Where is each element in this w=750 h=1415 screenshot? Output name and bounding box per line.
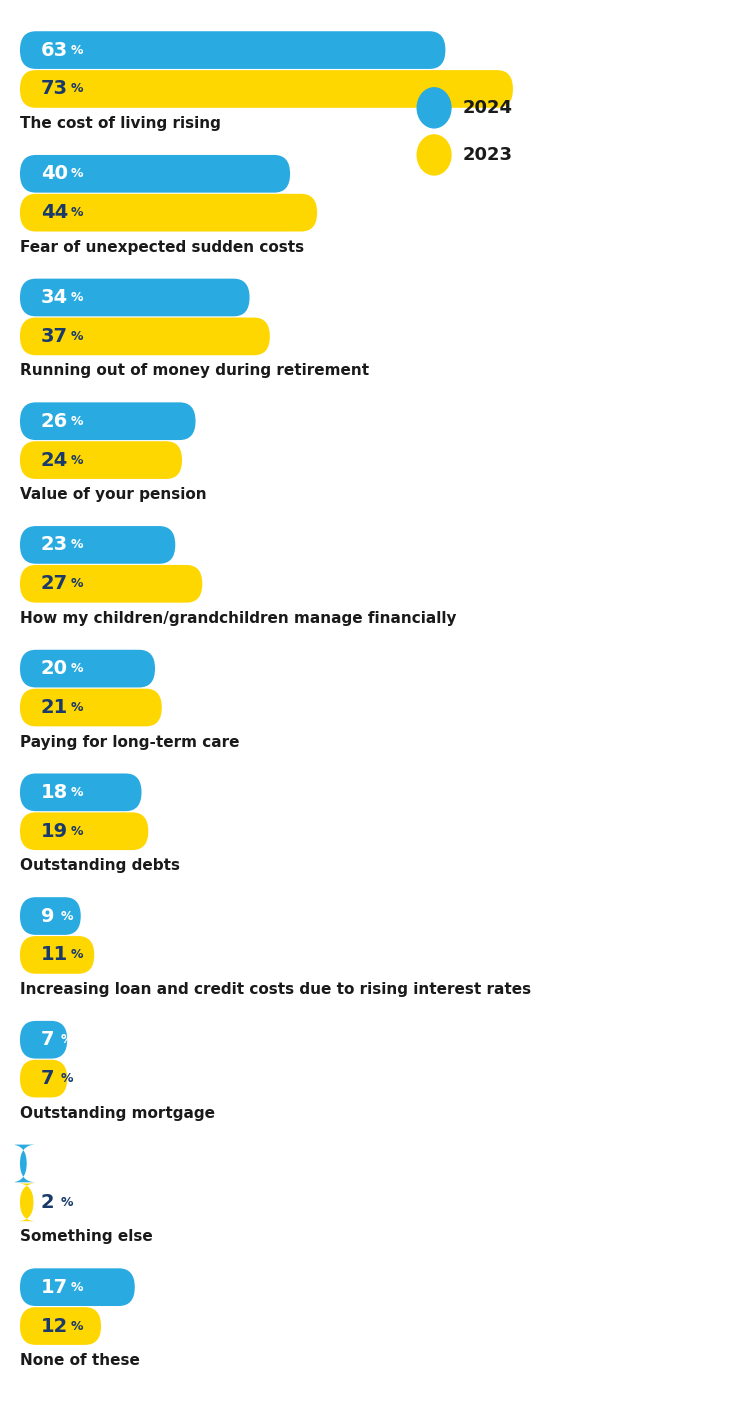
Text: 27: 27 xyxy=(40,574,68,593)
Text: %: % xyxy=(61,1196,74,1208)
Text: Running out of money during retirement: Running out of money during retirement xyxy=(20,364,369,378)
Text: 18: 18 xyxy=(40,782,68,802)
Text: %: % xyxy=(70,207,83,219)
FancyBboxPatch shape xyxy=(20,1307,101,1344)
FancyBboxPatch shape xyxy=(20,71,513,108)
FancyBboxPatch shape xyxy=(20,441,182,478)
Text: 24: 24 xyxy=(40,450,68,470)
FancyBboxPatch shape xyxy=(20,402,196,440)
Text: %: % xyxy=(70,1320,83,1333)
Text: 63: 63 xyxy=(40,41,68,59)
Text: 9: 9 xyxy=(40,907,54,925)
FancyBboxPatch shape xyxy=(20,31,445,69)
FancyBboxPatch shape xyxy=(20,689,162,726)
Text: Outstanding debts: Outstanding debts xyxy=(20,859,180,873)
Text: %: % xyxy=(70,167,83,180)
Text: 7: 7 xyxy=(40,1030,54,1050)
FancyBboxPatch shape xyxy=(20,897,81,935)
Text: 2023: 2023 xyxy=(463,146,513,164)
FancyBboxPatch shape xyxy=(20,937,94,974)
FancyBboxPatch shape xyxy=(17,1183,36,1221)
FancyBboxPatch shape xyxy=(20,774,142,811)
Text: %: % xyxy=(70,1281,83,1293)
Text: Paying for long-term care: Paying for long-term care xyxy=(20,734,239,750)
FancyBboxPatch shape xyxy=(20,526,176,563)
Text: 17: 17 xyxy=(40,1278,68,1296)
Text: 44: 44 xyxy=(40,204,68,222)
Text: 23: 23 xyxy=(40,535,68,555)
Text: 73: 73 xyxy=(40,79,68,99)
Text: %: % xyxy=(70,577,83,590)
FancyBboxPatch shape xyxy=(20,812,148,850)
Text: 26: 26 xyxy=(40,412,68,430)
Text: %: % xyxy=(70,44,83,57)
Text: %: % xyxy=(70,785,83,799)
FancyBboxPatch shape xyxy=(20,1020,68,1058)
Text: %: % xyxy=(70,539,83,552)
Text: 2: 2 xyxy=(40,1193,55,1211)
Circle shape xyxy=(417,88,451,127)
FancyBboxPatch shape xyxy=(10,1145,36,1183)
Text: %: % xyxy=(70,291,83,304)
Text: %: % xyxy=(70,700,83,715)
Text: %: % xyxy=(70,330,83,342)
Text: Something else: Something else xyxy=(20,1230,153,1244)
FancyBboxPatch shape xyxy=(20,1268,135,1306)
Text: None of these: None of these xyxy=(20,1353,140,1368)
FancyBboxPatch shape xyxy=(20,565,203,603)
FancyBboxPatch shape xyxy=(20,194,317,232)
Text: 1: 1 xyxy=(40,1155,55,1173)
Circle shape xyxy=(417,134,451,175)
Text: Fear of unexpected sudden costs: Fear of unexpected sudden costs xyxy=(20,239,304,255)
Text: %: % xyxy=(61,910,74,923)
Text: 12: 12 xyxy=(40,1316,68,1336)
Text: %: % xyxy=(70,948,83,961)
FancyBboxPatch shape xyxy=(20,317,270,355)
Text: %: % xyxy=(70,662,83,675)
FancyBboxPatch shape xyxy=(20,154,290,192)
Text: 2024: 2024 xyxy=(463,99,513,117)
Text: The cost of living rising: The cost of living rising xyxy=(20,116,220,132)
Text: %: % xyxy=(70,454,83,467)
Text: How my children/grandchildren manage financially: How my children/grandchildren manage fin… xyxy=(20,611,457,625)
Text: %: % xyxy=(61,1157,74,1170)
Text: %: % xyxy=(61,1073,74,1085)
Text: 7: 7 xyxy=(40,1070,54,1088)
Text: 11: 11 xyxy=(40,945,68,965)
Text: Outstanding mortgage: Outstanding mortgage xyxy=(20,1105,215,1121)
Text: 34: 34 xyxy=(40,289,68,307)
Text: 21: 21 xyxy=(40,698,68,717)
Text: Increasing loan and credit costs due to rising interest rates: Increasing loan and credit costs due to … xyxy=(20,982,531,998)
Text: %: % xyxy=(70,415,83,427)
Text: 19: 19 xyxy=(40,822,68,841)
FancyBboxPatch shape xyxy=(20,649,155,688)
FancyBboxPatch shape xyxy=(20,279,250,317)
Text: Value of your pension: Value of your pension xyxy=(20,487,206,502)
Text: 37: 37 xyxy=(40,327,68,345)
Text: 20: 20 xyxy=(40,659,68,678)
Text: %: % xyxy=(61,1033,74,1046)
Text: %: % xyxy=(70,825,83,838)
Text: %: % xyxy=(70,82,83,95)
Text: 40: 40 xyxy=(40,164,68,184)
FancyBboxPatch shape xyxy=(20,1060,68,1098)
